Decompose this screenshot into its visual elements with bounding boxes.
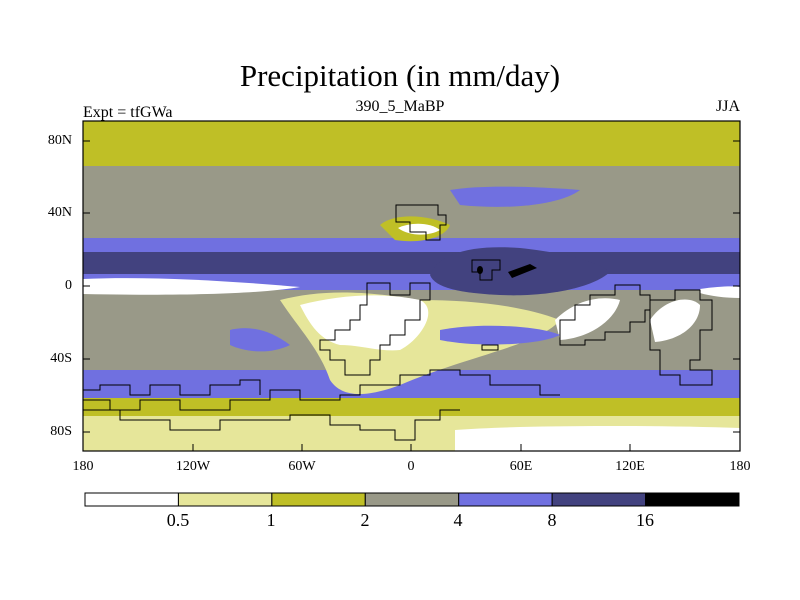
antarctic-white (455, 425, 740, 451)
antarctic-pale (83, 428, 455, 451)
coastline-north-block (395, 204, 447, 241)
colorbar-label-1: 1 (266, 510, 276, 530)
colorbar-swatch (177, 492, 273, 507)
dry-zone-east-2 (650, 299, 700, 342)
lon-ticks (82, 444, 741, 451)
colorbar-swatch (645, 492, 740, 507)
colorbar-label-2: 2 (360, 510, 370, 530)
dry-zone-east (555, 298, 620, 340)
coastline-far-east (649, 289, 713, 386)
coastline-south-1 (83, 369, 560, 411)
period-label: 390_5_MaBP (355, 98, 445, 115)
lon-label-120e: 120E (615, 459, 645, 474)
colorbar-swatch (364, 492, 460, 507)
south-blue-patch-2 (440, 325, 560, 345)
lon-label-120w: 120W (175, 459, 211, 474)
experiment-label: Expt = tfGWa (83, 104, 173, 121)
coastline-monsoon-block (471, 259, 501, 281)
lon-label-180w: 180 (72, 459, 94, 474)
monsoon-core (508, 264, 537, 278)
colorbar-label-0-5: 0.5 (166, 510, 190, 530)
lon-label-60w: 60W (288, 459, 316, 474)
lat-label-80s: 80S (50, 424, 72, 439)
colorbar (84, 492, 740, 507)
lat-label-80n: 80N (47, 133, 72, 148)
band-southern-ocean (83, 398, 740, 416)
dry-zone-white (300, 295, 429, 351)
colorbar-label-16: 16 (636, 510, 654, 530)
colorbar-swatch (271, 492, 366, 507)
band-arctic (83, 121, 740, 166)
band-subtropic-north (83, 238, 740, 252)
coastlines (83, 204, 713, 441)
north-blue-patch (450, 186, 580, 207)
north-white-patch (398, 223, 440, 235)
colorbar-label-4: 4 (453, 510, 463, 530)
band-itcz (83, 252, 740, 274)
dry-tongue-east (700, 286, 740, 298)
season-label: JJA (715, 98, 740, 115)
chart-title: Precipitation (in mm/day) (239, 58, 561, 93)
coastline-west-continent (319, 282, 431, 376)
colorbar-swatch (551, 492, 647, 507)
colorbar-label-8: 8 (547, 510, 557, 530)
lat-label-40n: 40N (47, 205, 72, 220)
lon-label-180e: 180 (729, 459, 751, 474)
dry-tongue (83, 278, 300, 295)
lat-label-40s: 40S (50, 351, 72, 366)
coastline-small-island (481, 344, 499, 351)
south-blue-patch (230, 328, 290, 352)
lon-label-60e: 60E (509, 459, 533, 474)
map-field (83, 121, 740, 451)
lat-label-0: 0 (65, 278, 72, 293)
coastline-south-2 (83, 409, 460, 441)
lat-ticks (83, 140, 740, 433)
lon-label-0: 0 (407, 459, 415, 474)
colorbar-swatch (458, 492, 553, 507)
coastline-south-3 (83, 379, 261, 396)
colorbar-swatch (84, 492, 179, 507)
